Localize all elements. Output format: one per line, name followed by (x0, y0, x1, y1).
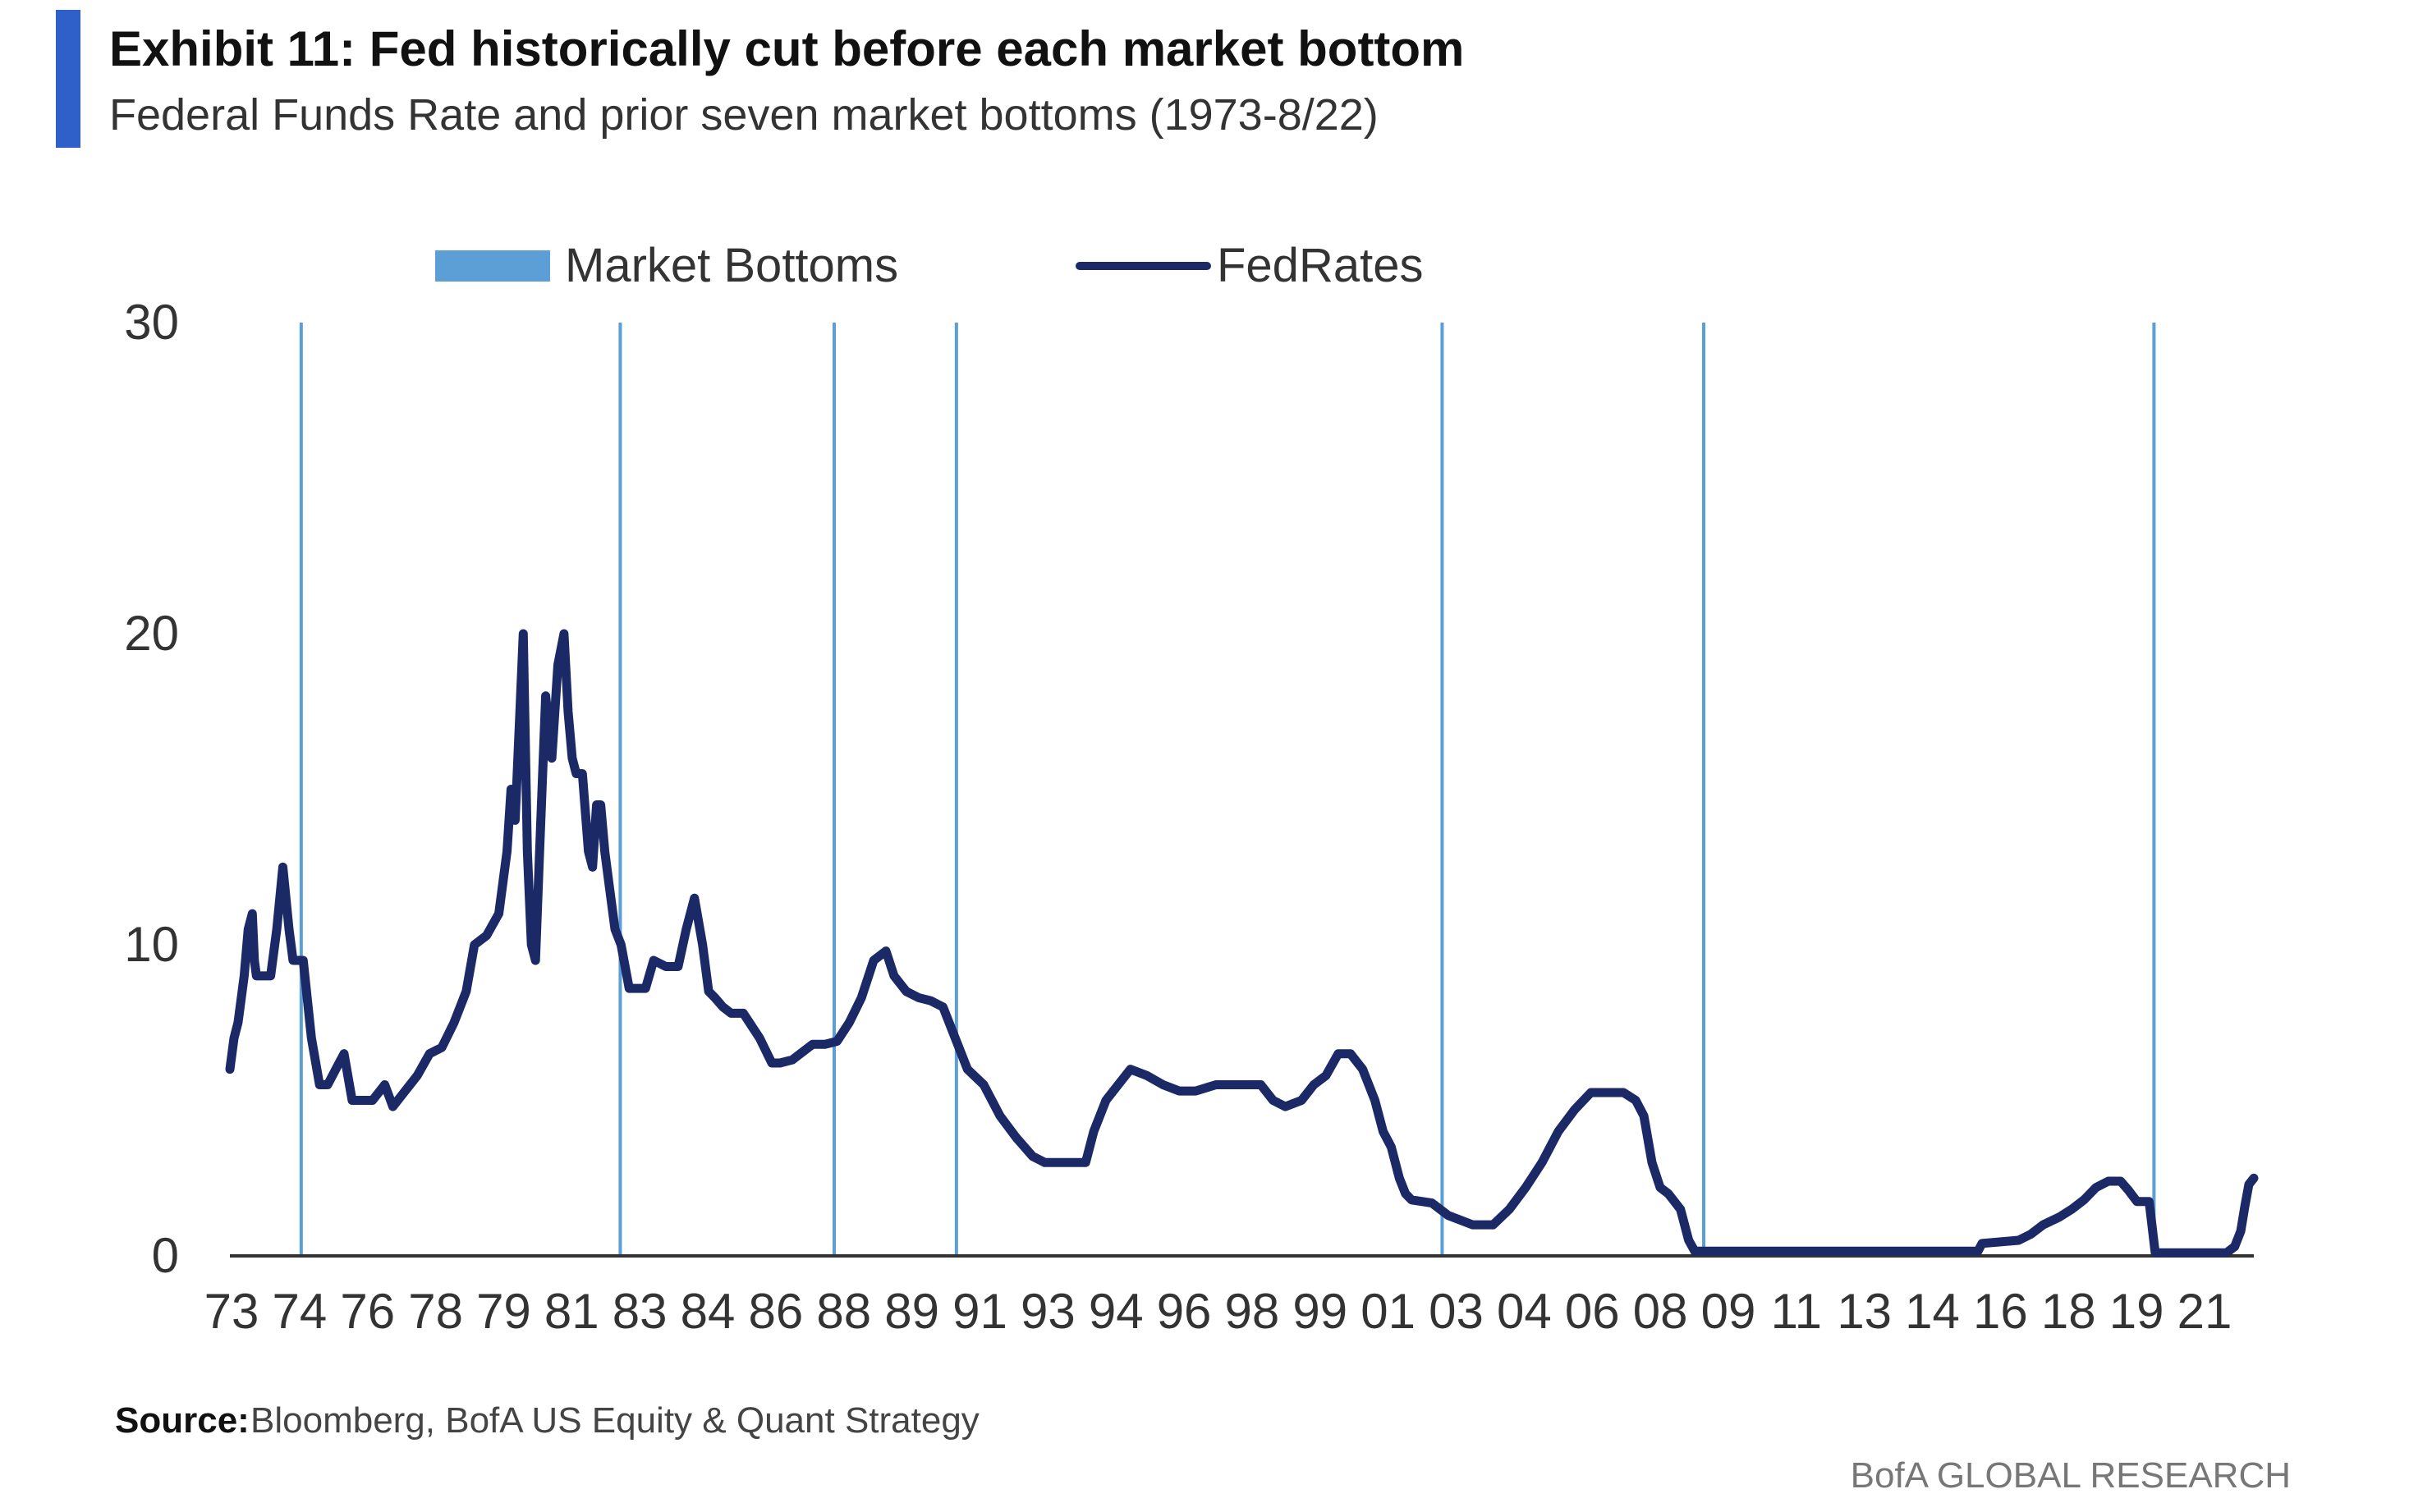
x-tick-label: 03 (1429, 1284, 1484, 1339)
x-tick-label: 73 (204, 1284, 259, 1339)
x-tick-label: 14 (1905, 1284, 1960, 1339)
x-tick-label: 04 (1497, 1284, 1552, 1339)
legend-swatch-market-bottoms (435, 250, 550, 282)
x-tick-label: 83 (613, 1284, 668, 1339)
x-tick-label: 81 (544, 1284, 599, 1339)
legend-label-market-bottoms: Market Bottoms (565, 239, 898, 292)
x-tick-label: 79 (476, 1284, 531, 1339)
x-tick-label: 01 (1361, 1284, 1416, 1339)
x-tick-label: 06 (1565, 1284, 1620, 1339)
x-tick-label: 98 (1225, 1284, 1280, 1339)
x-tick-label: 93 (1021, 1284, 1076, 1339)
x-tick-label: 11 (1771, 1284, 1822, 1339)
y-tick-label: 30 (124, 295, 179, 350)
legend: Market Bottoms FedRates (435, 239, 1423, 292)
x-tick-label: 16 (1973, 1284, 2028, 1339)
x-axis: 73 74 76 78 79 81 83 84 86 88 89 91 93 94 96 98 99 01 03 04… (204, 1254, 2254, 1339)
x-tick-label: 99 (1292, 1284, 1347, 1339)
x-tick-label: 89 (884, 1284, 939, 1339)
chart-title: Exhibit 11: Fed historically cut before … (109, 21, 1464, 76)
x-tick-label: 18 (2041, 1284, 2096, 1339)
market-bottoms-lines (299, 323, 2156, 1256)
x-tick-label: 19 (2109, 1284, 2164, 1339)
x-tick-label: 94 (1089, 1284, 1144, 1339)
x-tick-label: 86 (749, 1284, 804, 1339)
y-tick-label: 10 (124, 917, 179, 972)
x-tick-label: 76 (340, 1284, 395, 1339)
y-tick-label: 20 (124, 606, 179, 661)
x-tick-label: 78 (408, 1284, 463, 1339)
brand-footer: BofA GLOBAL RESEARCH (1851, 1455, 2291, 1496)
x-tick-label: 96 (1157, 1284, 1212, 1339)
x-tick-label: 91 (952, 1284, 1007, 1339)
x-tick-label: 74 (272, 1284, 327, 1339)
x-tick-label: 13 (1837, 1284, 1892, 1339)
chart-subtitle: Federal Funds Rate and prior seven marke… (109, 90, 1379, 140)
x-tick-label: 21 (2177, 1284, 2232, 1339)
x-tick-label: 09 (1701, 1284, 1756, 1339)
source-text: Bloomberg, BofA US Equity & Quant Strate… (250, 1400, 980, 1441)
y-tick-label: 0 (152, 1228, 179, 1283)
source-label: Source: (115, 1400, 250, 1441)
fedrates-series-line (225, 629, 2259, 1258)
x-tick-label: 84 (681, 1284, 736, 1339)
x-tick-label: 88 (816, 1284, 871, 1339)
x-tick-label: 08 (1633, 1284, 1688, 1339)
title-accent-bar (56, 10, 80, 148)
y-axis: 0 10 20 30 (124, 295, 179, 1283)
legend-label-fedrates: FedRates (1217, 239, 1423, 292)
